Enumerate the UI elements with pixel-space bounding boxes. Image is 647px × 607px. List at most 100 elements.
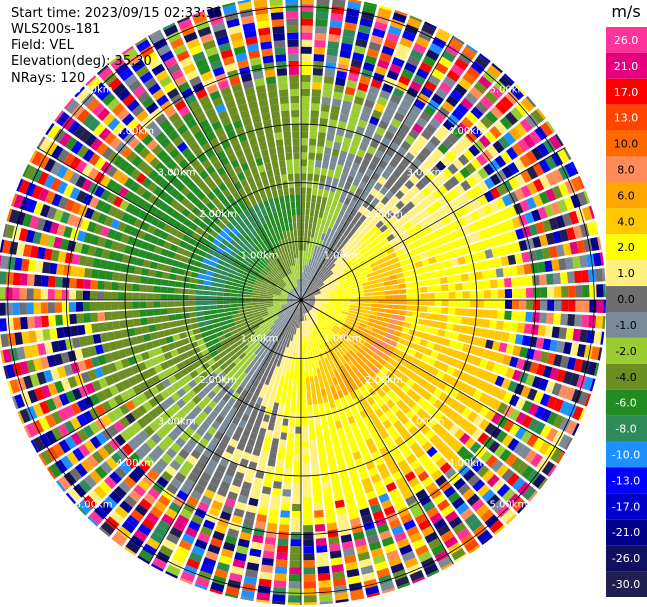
velocity-gate bbox=[314, 293, 322, 297]
velocity-gate bbox=[416, 324, 425, 332]
velocity-gate bbox=[303, 279, 306, 287]
velocity-gate bbox=[301, 286, 304, 294]
velocity-gate bbox=[172, 136, 184, 147]
velocity-gate bbox=[209, 170, 220, 181]
velocity-gate bbox=[263, 256, 270, 264]
velocity-gate bbox=[363, 483, 375, 494]
velocity-gate bbox=[143, 455, 156, 468]
velocity-gate bbox=[29, 149, 38, 163]
velocity-gate bbox=[125, 514, 140, 528]
velocity-gate bbox=[330, 184, 337, 193]
velocity-gate bbox=[314, 294, 322, 297]
velocity-gate bbox=[286, 340, 291, 348]
velocity-gate bbox=[343, 220, 351, 229]
velocity-gate bbox=[320, 288, 328, 293]
velocity-gate bbox=[216, 358, 225, 367]
velocity-gate bbox=[307, 293, 314, 298]
velocity-gate bbox=[306, 334, 310, 342]
velocity-gate bbox=[427, 357, 437, 366]
velocity-gate bbox=[185, 228, 195, 237]
velocity-gate bbox=[324, 334, 330, 342]
velocity-gate bbox=[266, 263, 273, 271]
velocity-gate bbox=[426, 279, 434, 286]
velocity-gate bbox=[177, 420, 188, 431]
velocity-gate bbox=[335, 295, 344, 298]
velocity-gate bbox=[268, 311, 276, 316]
velocity-gate bbox=[312, 276, 318, 283]
velocity-gate bbox=[409, 532, 423, 544]
velocity-gate bbox=[462, 343, 471, 353]
velocity-gate bbox=[374, 65, 388, 76]
velocity-gate bbox=[352, 237, 361, 245]
velocity-gate bbox=[553, 354, 563, 367]
velocity-gate bbox=[323, 316, 330, 322]
velocity-gate bbox=[390, 352, 399, 361]
velocity-gate bbox=[301, 356, 305, 364]
velocity-gate bbox=[494, 121, 508, 135]
velocity-gate bbox=[343, 271, 351, 278]
velocity-gate bbox=[308, 152, 316, 160]
velocity-gate bbox=[118, 480, 132, 494]
velocity-gate bbox=[231, 190, 241, 200]
velocity-gate bbox=[320, 319, 326, 326]
velocity-gate bbox=[408, 146, 420, 157]
velocity-gate bbox=[256, 243, 264, 251]
velocity-gate bbox=[438, 226, 449, 236]
velocity-gate bbox=[252, 290, 260, 294]
velocity-gate bbox=[230, 342, 239, 350]
velocity-gate bbox=[147, 277, 155, 285]
velocity-gate bbox=[505, 367, 516, 379]
velocity-gate bbox=[342, 269, 350, 275]
velocity-gate bbox=[301, 180, 307, 188]
velocity-gate bbox=[112, 182, 123, 195]
velocity-gate bbox=[324, 182, 331, 191]
velocity-gate bbox=[438, 124, 451, 137]
velocity-gate bbox=[545, 273, 554, 285]
velocity-gate bbox=[160, 248, 170, 257]
velocity-gate bbox=[445, 267, 454, 276]
velocity-gate bbox=[422, 500, 436, 513]
velocity-gate bbox=[212, 376, 222, 385]
velocity-gate bbox=[111, 102, 125, 116]
velocity-gate bbox=[301, 4, 314, 12]
velocity-gate bbox=[75, 160, 88, 174]
velocity-gate bbox=[441, 300, 449, 307]
velocity-gate bbox=[74, 86, 85, 98]
velocity-gate bbox=[464, 213, 474, 224]
velocity-gate bbox=[254, 227, 262, 236]
velocity-gate bbox=[280, 292, 288, 296]
velocity-gate bbox=[369, 283, 378, 289]
velocity-gate bbox=[232, 282, 240, 287]
velocity-gate bbox=[199, 371, 209, 380]
velocity-gate bbox=[207, 380, 217, 390]
velocity-gate bbox=[51, 426, 64, 441]
velocity-gate bbox=[181, 394, 192, 404]
velocity-gate bbox=[518, 288, 527, 298]
velocity-gate bbox=[490, 300, 499, 309]
velocity-gate bbox=[334, 449, 343, 459]
velocity-gate bbox=[521, 251, 531, 263]
velocity-gate bbox=[251, 248, 259, 256]
velocity-gate bbox=[257, 381, 264, 391]
velocity-gate bbox=[171, 259, 181, 268]
velocity-gate bbox=[375, 486, 387, 497]
velocity-gate bbox=[539, 312, 548, 324]
velocity-gate bbox=[305, 265, 308, 273]
velocity-gate bbox=[299, 300, 301, 307]
velocity-gate bbox=[335, 240, 342, 249]
velocity-gate bbox=[327, 271, 334, 278]
velocity-gate bbox=[98, 66, 113, 81]
velocity-gate bbox=[264, 436, 272, 445]
velocity-gate bbox=[498, 221, 508, 233]
velocity-gate bbox=[235, 149, 245, 159]
velocity-gate bbox=[329, 319, 337, 325]
velocity-gate bbox=[520, 430, 533, 444]
velocity-gate bbox=[114, 434, 126, 447]
velocity-gate bbox=[448, 231, 459, 241]
velocity-gate bbox=[252, 269, 260, 276]
velocity-gate bbox=[135, 173, 147, 185]
velocity-gate bbox=[457, 154, 470, 166]
velocity-gate bbox=[244, 407, 253, 416]
velocity-gate bbox=[132, 301, 140, 309]
velocity-gate bbox=[468, 544, 481, 555]
